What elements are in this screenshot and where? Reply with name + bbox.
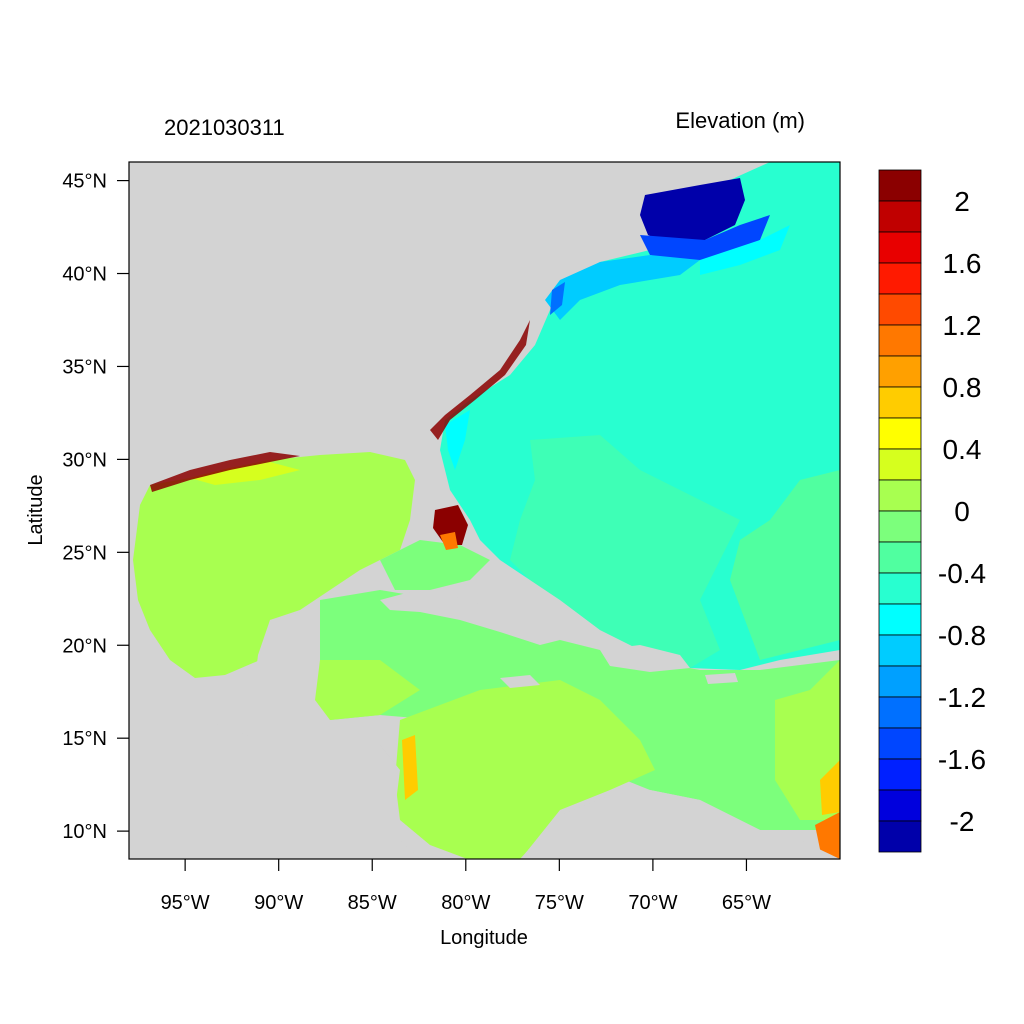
y-tick-label: 45°N <box>62 171 107 193</box>
colorbar-swatch <box>878 603 922 636</box>
colorbar-label: 0.4 <box>943 434 982 465</box>
colorbar-swatch <box>878 355 922 388</box>
x-tick-label: 95°W <box>161 892 210 914</box>
colorbar-swatch <box>878 665 922 698</box>
y-tick-label: 40°N <box>62 264 107 286</box>
colorbar-swatch <box>878 541 922 574</box>
colorbar-swatch <box>878 758 922 791</box>
colorbar-swatch <box>878 572 922 605</box>
gulf-of-maine <box>640 178 745 245</box>
colorbar-label: -0.4 <box>938 558 986 589</box>
colorbar-swatch <box>878 448 922 481</box>
colorbar-label: -2 <box>950 806 975 837</box>
colorbar: 2 1.6 1.2 0.8 0.4 0 -0.4 -0.8 -1.2 -1.6 -2 <box>878 169 986 853</box>
y-tick-label: 15°N <box>62 728 107 750</box>
colorbar-label: -1.6 <box>938 744 986 775</box>
date-title: 2021030311 <box>164 115 285 140</box>
florida-straits <box>380 540 490 590</box>
puerto-rico-land <box>705 673 738 684</box>
chesapeake-anomaly <box>550 282 565 315</box>
colorbar-label: -1.2 <box>938 682 986 713</box>
shelf-band <box>545 255 700 320</box>
x-tick-label: 80°W <box>441 892 490 914</box>
colorbar-label: -0.8 <box>938 620 986 651</box>
y-axis: 45°N 40°N 35°N 30°N 25°N 20°N 15°N 10°N <box>62 171 129 843</box>
caribbean-south <box>395 680 655 859</box>
colorbar-swatch <box>878 696 922 729</box>
shelf-band-2 <box>700 225 790 275</box>
southeast-shelf <box>445 410 470 470</box>
southeast-corner-anomaly <box>815 812 840 859</box>
colorbar-swatch <box>878 231 922 264</box>
colorbar-label: 0 <box>954 496 970 527</box>
map-area <box>129 162 840 859</box>
east-coast-red-band <box>430 320 530 440</box>
colorbar-swatch <box>878 479 922 512</box>
colorbar-swatch <box>878 262 922 295</box>
colorbar-swatch <box>878 386 922 419</box>
colorbar-swatch <box>878 293 922 326</box>
colorbar-swatch <box>878 324 922 357</box>
colorbar-swatch <box>878 510 922 543</box>
colorbar-swatch <box>878 634 922 667</box>
y-tick-label: 30°N <box>62 449 107 471</box>
colorbar-label: 0.8 <box>943 372 982 403</box>
y-tick-label: 10°N <box>62 821 107 843</box>
hispaniola-land <box>600 645 690 672</box>
x-tick-label: 90°W <box>254 892 303 914</box>
x-tick-label: 75°W <box>535 892 584 914</box>
colorbar-label: 1.6 <box>943 248 982 279</box>
lesser-antilles-anomaly <box>820 760 840 815</box>
colorbar-label: 2 <box>954 186 970 217</box>
gulf-coastal-band <box>190 462 300 485</box>
y-tick-label: 25°N <box>62 542 107 564</box>
central-america-land <box>129 718 420 859</box>
atlantic-band-2 <box>510 435 740 668</box>
honduras-coast-anomaly <box>402 735 418 800</box>
colorbar-swatch <box>878 820 922 853</box>
y-axis-label: Latitude <box>25 474 47 545</box>
x-tick-label: 65°W <box>722 892 771 914</box>
colorbar-label: 1.2 <box>943 310 982 341</box>
x-axis: 95°W 90°W 85°W 80°W 75°W 70°W 65°W <box>161 859 771 914</box>
colorbar-swatch <box>878 789 922 822</box>
map-frame <box>128 161 841 860</box>
y-tick-label: 35°N <box>62 356 107 378</box>
gulf-coast-red-band <box>150 452 300 492</box>
atlantic-east-band <box>730 470 840 660</box>
colorbar-swatch <box>878 200 922 233</box>
cuba-land <box>380 592 560 645</box>
x-axis-label: Longitude <box>440 927 528 949</box>
x-tick-label: 85°W <box>348 892 397 914</box>
variable-title: Elevation (m) <box>675 108 805 133</box>
south-america-land <box>520 790 840 859</box>
florida-tip <box>440 532 458 550</box>
colorbar-swatch <box>878 727 922 760</box>
gulf-of-mexico <box>133 452 415 678</box>
y-tick-label: 20°N <box>62 635 107 657</box>
x-tick-label: 70°W <box>628 892 677 914</box>
jamaica-land <box>500 675 540 688</box>
colorbar-swatch <box>878 169 922 202</box>
caribbean-west <box>315 660 420 720</box>
colorbar-swatch <box>878 417 922 450</box>
gulf-of-maine-edge <box>640 215 770 262</box>
